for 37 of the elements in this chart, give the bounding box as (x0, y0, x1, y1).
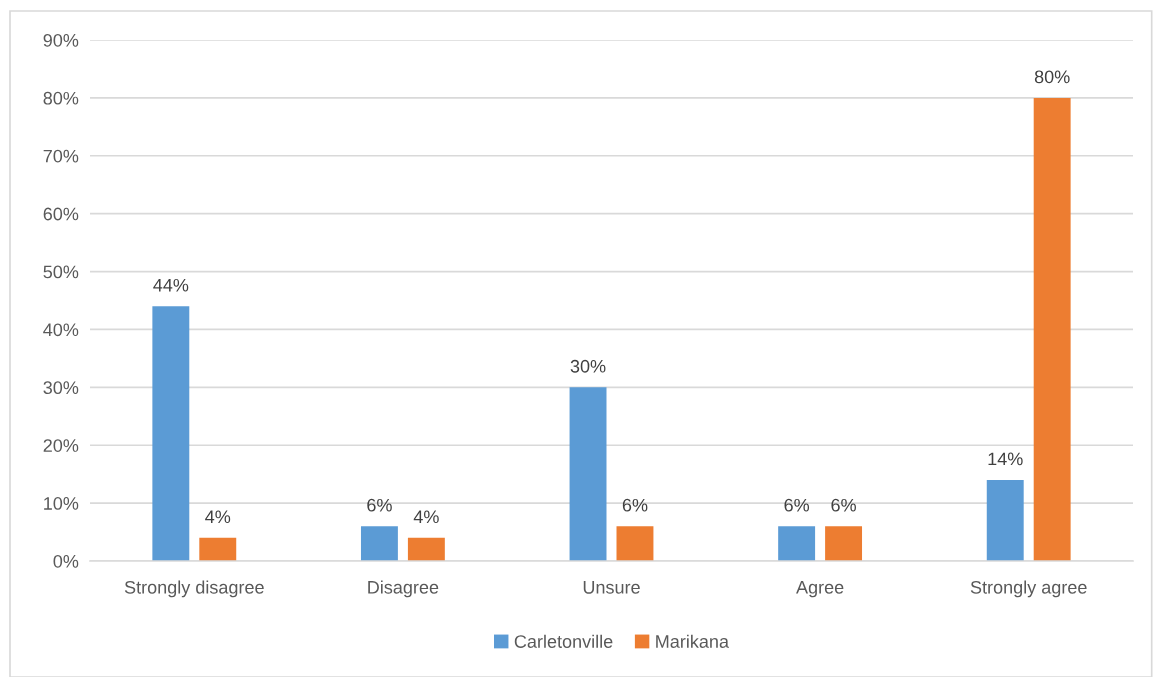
bar (616, 526, 654, 561)
bar (407, 537, 445, 561)
data-label: 44% (153, 278, 189, 292)
data-label: 6% (831, 498, 856, 512)
bar (825, 526, 863, 561)
y-tick-label: 90% (43, 33, 79, 47)
x-tick-label: Disagree (368, 580, 439, 598)
data-label: 4% (413, 510, 439, 524)
data-label: 6% (784, 498, 810, 512)
y-tick-label: 0% (53, 554, 79, 568)
bar (569, 387, 607, 561)
x-tick-label: Unsure (583, 581, 640, 594)
data-label: 30% (570, 359, 606, 373)
bar (778, 526, 816, 561)
y-tick-label: 30% (43, 381, 79, 395)
y-tick-label: 20% (43, 439, 79, 452)
x-tick-label: Strongly disagree (124, 580, 264, 598)
y-tick-label: 10% (44, 497, 79, 510)
data-label: 4% (205, 510, 231, 524)
data-label: 80% (1034, 70, 1070, 84)
data-label: 14% (988, 452, 1023, 466)
data-label: 6% (622, 498, 648, 512)
y-tick-label: 50% (43, 265, 79, 279)
data-label: 6% (367, 498, 392, 512)
y-tick-label: 70% (43, 149, 79, 163)
bar (152, 306, 190, 561)
legend-label: Carletonville (514, 634, 613, 648)
bar (360, 526, 398, 561)
legend-label: Marikana (656, 634, 729, 648)
bar (986, 479, 1024, 561)
y-tick-label: 80% (43, 91, 79, 105)
bar (199, 537, 237, 561)
y-tick-label: 40% (43, 323, 79, 337)
bar (1033, 97, 1071, 561)
x-tick-label: Agree (796, 581, 844, 598)
y-tick-label: 60% (43, 207, 79, 221)
x-tick-label: Strongly agree (970, 580, 1087, 598)
